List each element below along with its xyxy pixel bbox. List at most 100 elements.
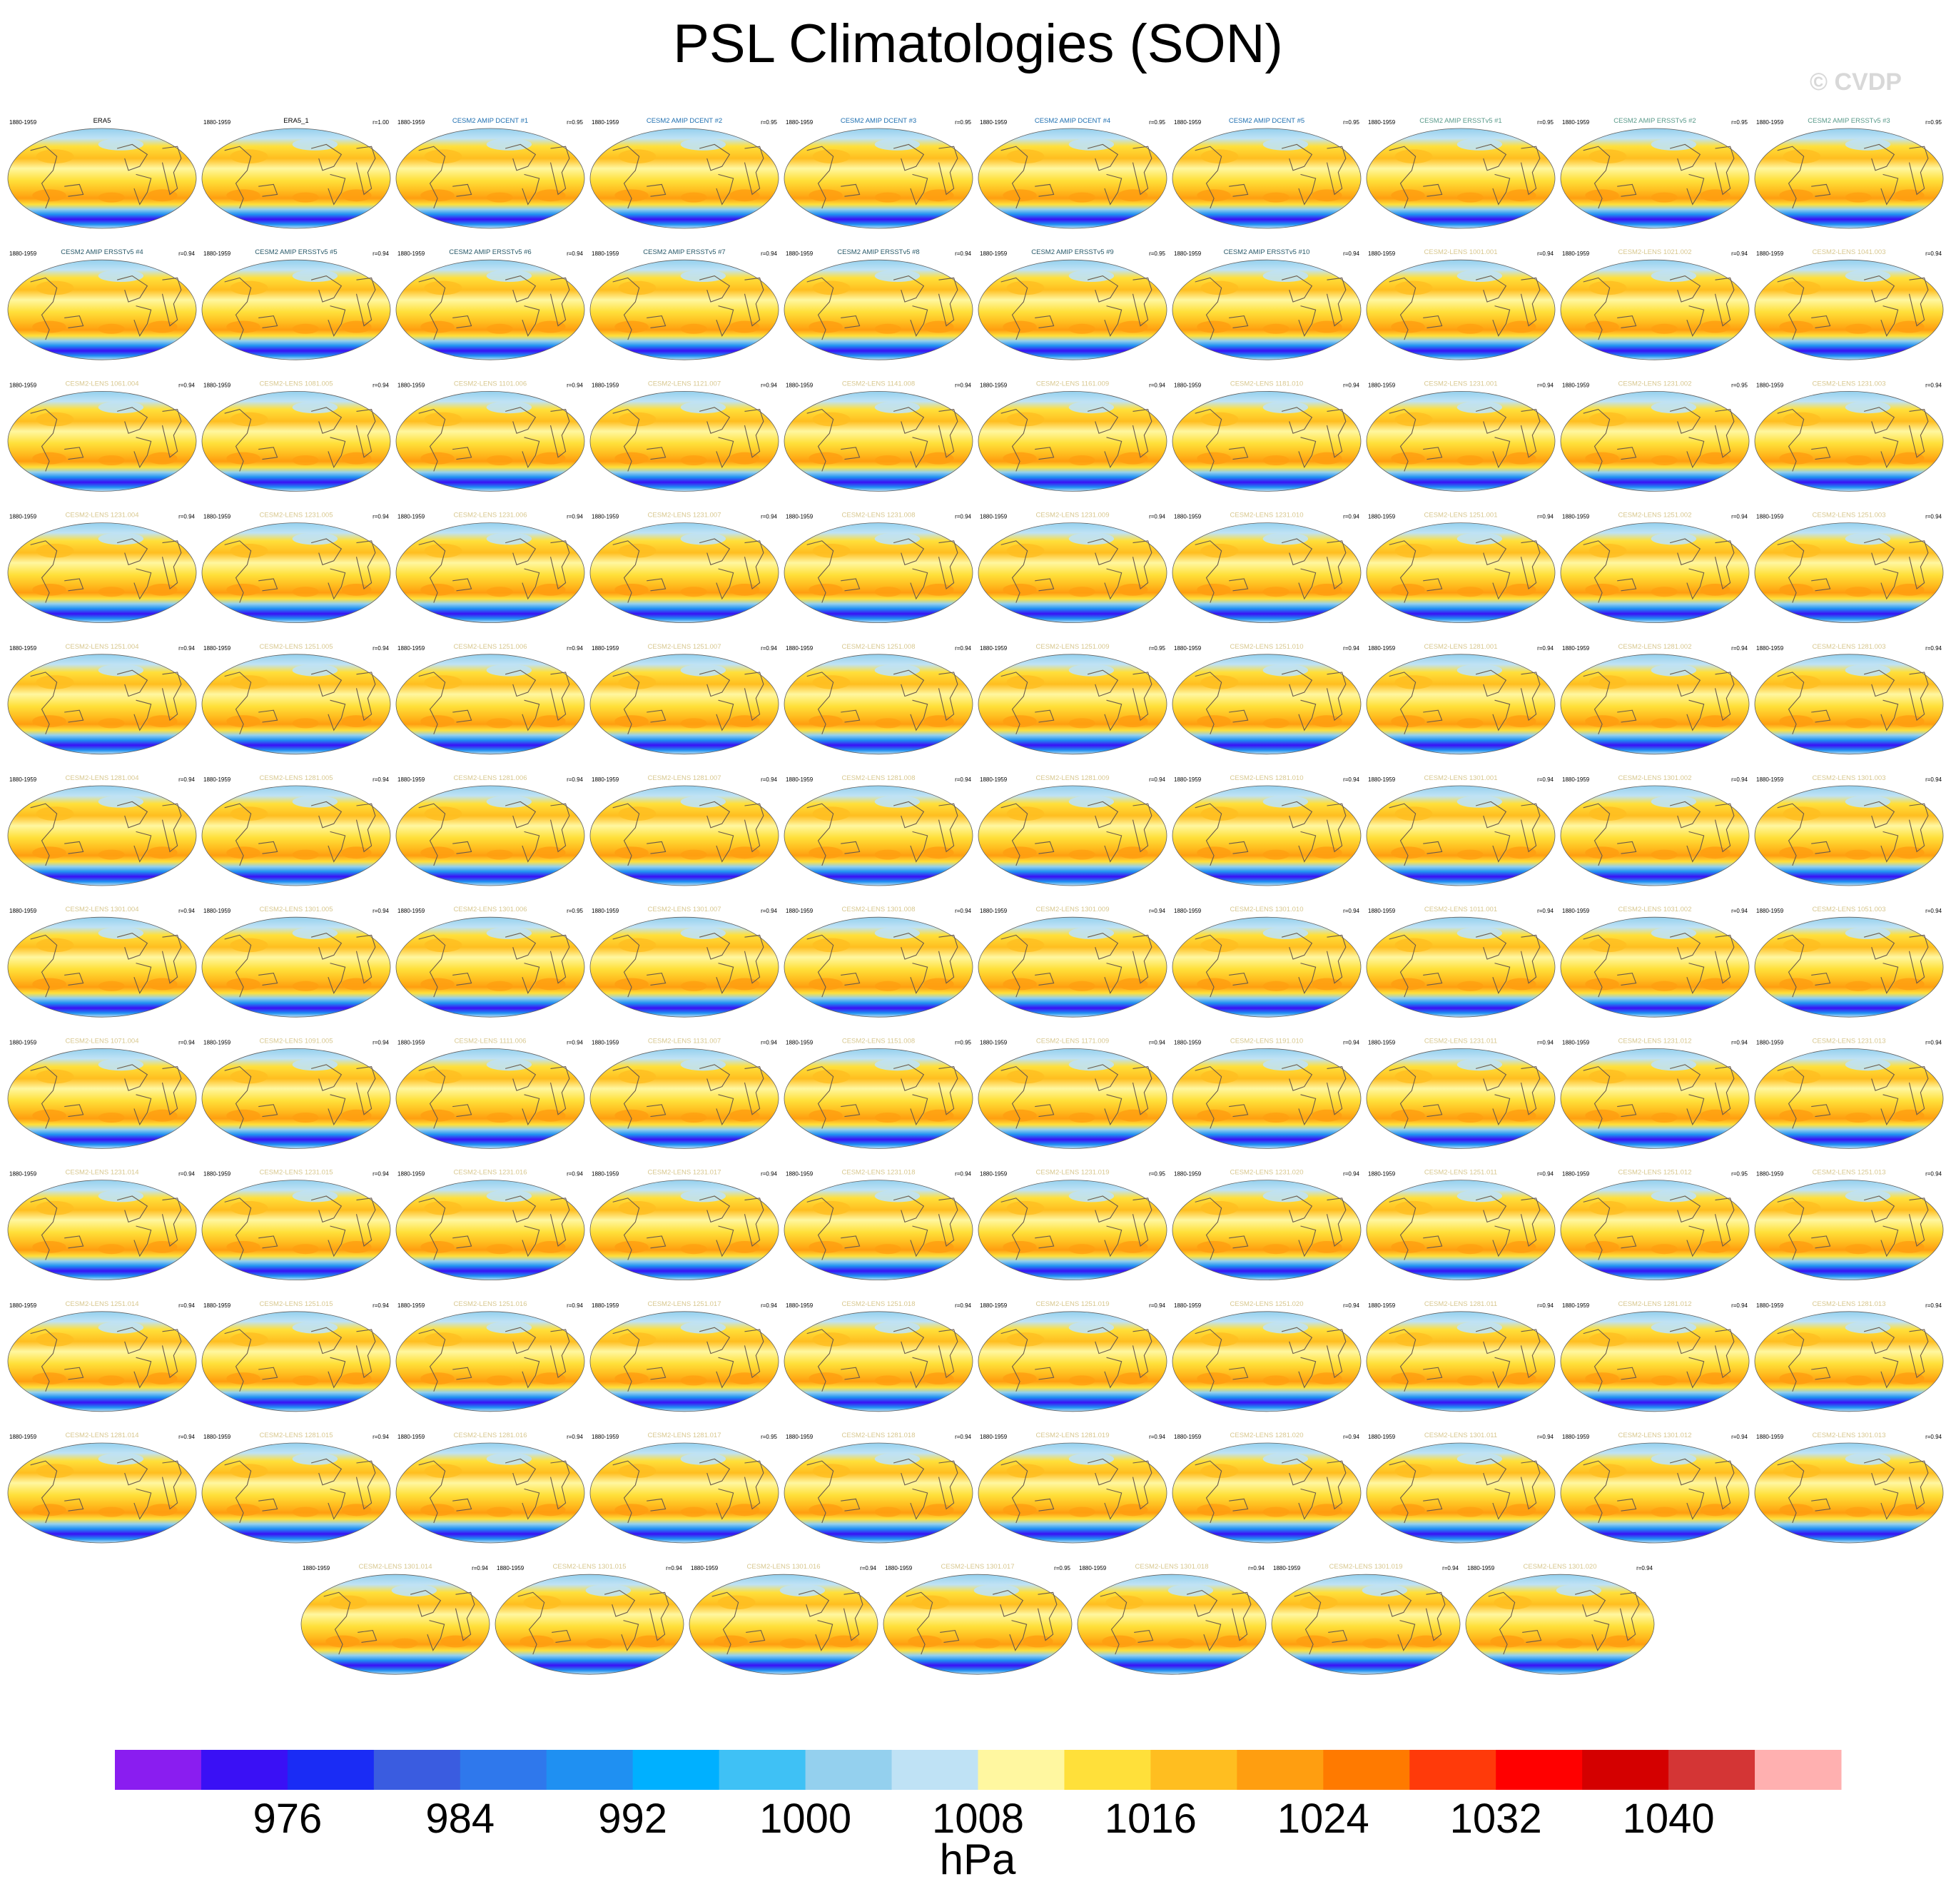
coastline <box>522 1094 540 1126</box>
coastline <box>1389 803 1417 866</box>
coastline <box>938 1197 958 1247</box>
high-pressure-cell <box>230 149 268 163</box>
map-panel: 1880-1959 CESM2-LENS 1301.009 r=0.94 <box>978 906 1167 1018</box>
high-pressure-cell <box>1006 1464 1045 1478</box>
coastline <box>549 146 570 196</box>
coastline <box>1777 408 1805 472</box>
coastline <box>522 568 540 600</box>
coastline <box>1009 1620 1028 1651</box>
coastline <box>1423 183 1443 197</box>
panel-period-label: 1880-1959 <box>397 514 425 520</box>
coastline <box>328 173 346 206</box>
high-pressure-cell <box>1506 584 1536 596</box>
panel-correlation-label: r=0.94 <box>373 1302 389 1309</box>
panel-period-label: 1880-1959 <box>1756 119 1784 126</box>
low-pressure-cell <box>1456 1190 1503 1202</box>
high-pressure-cell <box>32 584 66 596</box>
map-panel: 1880-1959 CESM2-LENS 1061.004 r=0.94 <box>7 380 197 492</box>
map-panel: 1880-1959 CESM2-LENS 1281.001 r=0.94 <box>1366 643 1556 755</box>
high-pressure-cell <box>923 846 954 859</box>
high-pressure-cell <box>230 1464 268 1478</box>
low-pressure-cell <box>292 1190 338 1202</box>
panel-period-label: 1880-1959 <box>592 1434 619 1440</box>
high-pressure-cell <box>1003 978 1037 991</box>
map-panel: 1880-1959 CESM2-LENS 1301.007 r=0.94 <box>589 906 779 1018</box>
high-pressure-cell <box>1588 544 1627 558</box>
coastline <box>1583 672 1611 734</box>
high-pressure-cell <box>1394 1201 1433 1215</box>
colorbar-swatch <box>632 1750 720 1790</box>
coastline <box>647 315 667 328</box>
panel-title: CESM2-LENS 1021.002 <box>1618 248 1692 256</box>
low-pressure-cell <box>1456 927 1503 939</box>
low-pressure-cell <box>680 1058 726 1071</box>
low-pressure-cell <box>1845 927 1891 939</box>
map-panel: 1880-1959 CESM2-LENS 1051.003 r=0.94 <box>1754 906 1944 1018</box>
panel-period-label: 1880-1959 <box>1562 776 1590 783</box>
high-pressure-cell <box>1003 320 1037 333</box>
coastline <box>1035 1104 1055 1118</box>
low-pressure-cell <box>1456 1453 1503 1465</box>
panel-correlation-label: r=0.94 <box>1537 250 1554 257</box>
panel-correlation-label: r=0.94 <box>373 908 389 914</box>
panel-correlation-label: r=0.94 <box>472 1565 488 1571</box>
high-pressure-cell <box>1651 1244 1678 1255</box>
panel-title: CESM2-LENS 1231.006 <box>454 512 527 520</box>
panel-correlation-label: r=0.94 <box>1925 645 1942 652</box>
high-pressure-cell <box>292 192 319 203</box>
high-pressure-cell <box>36 1201 74 1215</box>
high-pressure-cell <box>1006 412 1045 427</box>
coastline <box>1617 1235 1637 1249</box>
high-pressure-cell <box>486 1507 513 1517</box>
coastline <box>224 408 252 472</box>
coastline <box>1880 1225 1899 1257</box>
panel-correlation-label: r=0.94 <box>1149 514 1165 520</box>
coastline <box>64 1498 84 1511</box>
coastline <box>161 277 182 327</box>
panel-title: CESM2-LENS 1281.013 <box>1813 1300 1886 1308</box>
coastline <box>133 173 152 206</box>
high-pressure-cell <box>680 1113 707 1123</box>
colorbar-swatch <box>1496 1750 1583 1790</box>
panel-period-label: 1880-1959 <box>592 250 619 257</box>
panel-title: CESM2-LENS 1251.005 <box>260 643 333 651</box>
low-pressure-cell <box>1845 1190 1891 1202</box>
coastline <box>1475 801 1507 829</box>
coastline <box>1000 146 1028 209</box>
coastline <box>1863 407 1895 434</box>
high-pressure-cell <box>1003 1372 1037 1384</box>
coastline <box>1777 672 1805 734</box>
panel-title: CESM2 AMIP ERSSTv5 #1 <box>1419 117 1501 125</box>
map-panel: 1880-1959 CESM2 AMIP DCENT #5 r=0.95 <box>1172 117 1362 229</box>
high-pressure-cell <box>341 452 372 465</box>
coastline <box>161 934 182 984</box>
high-pressure-cell <box>1197 715 1231 727</box>
map-panel: 1880-1959 CESM2-LENS 1301.003 r=0.94 <box>1754 774 1944 886</box>
panel-correlation-label: r=0.94 <box>1925 908 1942 914</box>
high-pressure-cell <box>1118 584 1148 596</box>
panel-correlation-label: r=0.94 <box>178 1171 195 1178</box>
coastline <box>1326 1065 1347 1115</box>
coastline <box>744 1329 764 1379</box>
coastline <box>1132 803 1152 853</box>
high-pressure-cell <box>1456 849 1484 860</box>
low-pressure-cell <box>1651 138 1697 151</box>
high-pressure-cell <box>1845 587 1872 597</box>
low-pressure-cell <box>1651 796 1697 808</box>
coastline <box>1863 1195 1895 1223</box>
panel-period-label: 1880-1959 <box>397 1302 425 1309</box>
low-pressure-cell <box>680 1321 726 1334</box>
coastline <box>647 447 667 460</box>
coastline <box>938 672 958 721</box>
panel-title: CESM2-LENS 1231.014 <box>66 1169 139 1177</box>
coastline <box>699 1327 731 1354</box>
coastline <box>1669 933 1701 960</box>
panel-correlation-label: r=0.95 <box>955 119 971 126</box>
high-pressure-cell <box>717 1595 756 1610</box>
low-pressure-cell <box>1068 1453 1115 1465</box>
coastline <box>1492 1357 1511 1389</box>
coastline <box>1132 672 1152 721</box>
low-pressure-cell <box>874 1058 921 1071</box>
coastline <box>116 538 148 566</box>
coastline <box>744 1197 764 1247</box>
